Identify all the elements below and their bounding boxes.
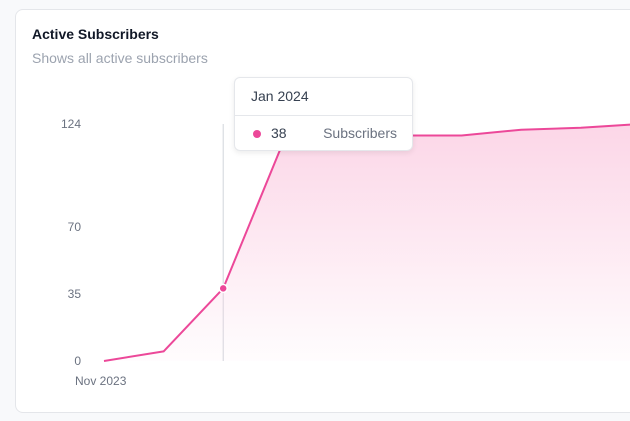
y-tick-label: 124 xyxy=(61,117,81,131)
tooltip-value: 38 xyxy=(271,125,287,141)
y-tick-label: 0 xyxy=(74,354,81,368)
data-point-highlighted[interactable] xyxy=(218,283,228,294)
tooltip-date: Jan 2024 xyxy=(235,78,412,116)
y-tick-label: 35 xyxy=(68,287,82,301)
series-area-subscribers xyxy=(104,124,630,361)
x-tick-label: Nov 2023 xyxy=(75,374,127,388)
tooltip-series-name: Subscribers xyxy=(323,125,397,141)
y-tick-label: 70 xyxy=(68,220,82,234)
chart-tooltip: Jan 2024 38 Subscribers xyxy=(234,77,413,151)
tooltip-series-dot xyxy=(253,130,261,138)
chart-subtitle: Shows all active subscribers xyxy=(32,50,208,66)
chart-title: Active Subscribers xyxy=(32,26,159,42)
tooltip-row: 38 Subscribers xyxy=(235,116,412,152)
